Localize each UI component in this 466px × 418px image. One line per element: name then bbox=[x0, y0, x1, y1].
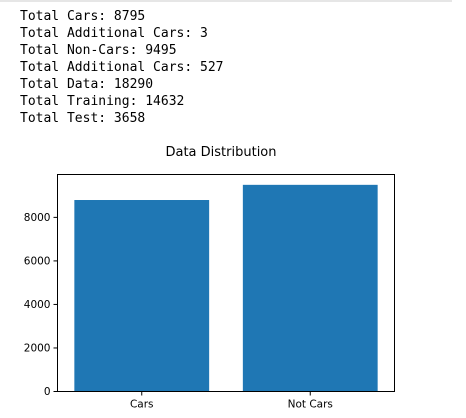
y-axis: 0 2000 4000 6000 8000 bbox=[24, 212, 58, 398]
x-axis: Cars Not Cars bbox=[130, 391, 333, 411]
y-tick-label: 8000 bbox=[24, 212, 51, 224]
y-tick-label: 6000 bbox=[24, 255, 51, 267]
output-line-total-data: Total Data: 18290 bbox=[20, 77, 154, 92]
bars-group bbox=[74, 184, 378, 392]
x-tick-label: Not Cars bbox=[288, 399, 333, 411]
stdout-text: Total Cars: 8795 Total Additional Cars: 3… bbox=[20, 8, 224, 127]
bar-not-cars bbox=[242, 184, 378, 392]
chart-title: Data Distribution bbox=[165, 145, 276, 160]
y-tick-label: 0 bbox=[44, 386, 51, 398]
output-line-total-non-cars: Total Non-Cars: 9495 bbox=[20, 43, 177, 58]
y-tick-label: 4000 bbox=[24, 299, 51, 311]
output-line-total-test: Total Test: 3658 bbox=[20, 111, 146, 126]
y-tick-label: 2000 bbox=[24, 342, 51, 354]
output-line-total-training: Total Training: 14632 bbox=[20, 94, 185, 109]
output-line-additional-cars: Total Additional Cars: 3 bbox=[20, 26, 208, 41]
x-tick-label: Cars bbox=[130, 399, 154, 411]
bar-cars bbox=[74, 200, 210, 392]
output-line-total-cars: Total Cars: 8795 bbox=[20, 9, 146, 24]
output-line-additional-cars-2: Total Additional Cars: 527 bbox=[20, 60, 224, 75]
plot-frame bbox=[57, 174, 395, 392]
output-divider bbox=[0, 0, 452, 2]
bar-chart: Data Distribution 0 2000 4000 6000 8000 Cars… bbox=[24, 145, 395, 411]
